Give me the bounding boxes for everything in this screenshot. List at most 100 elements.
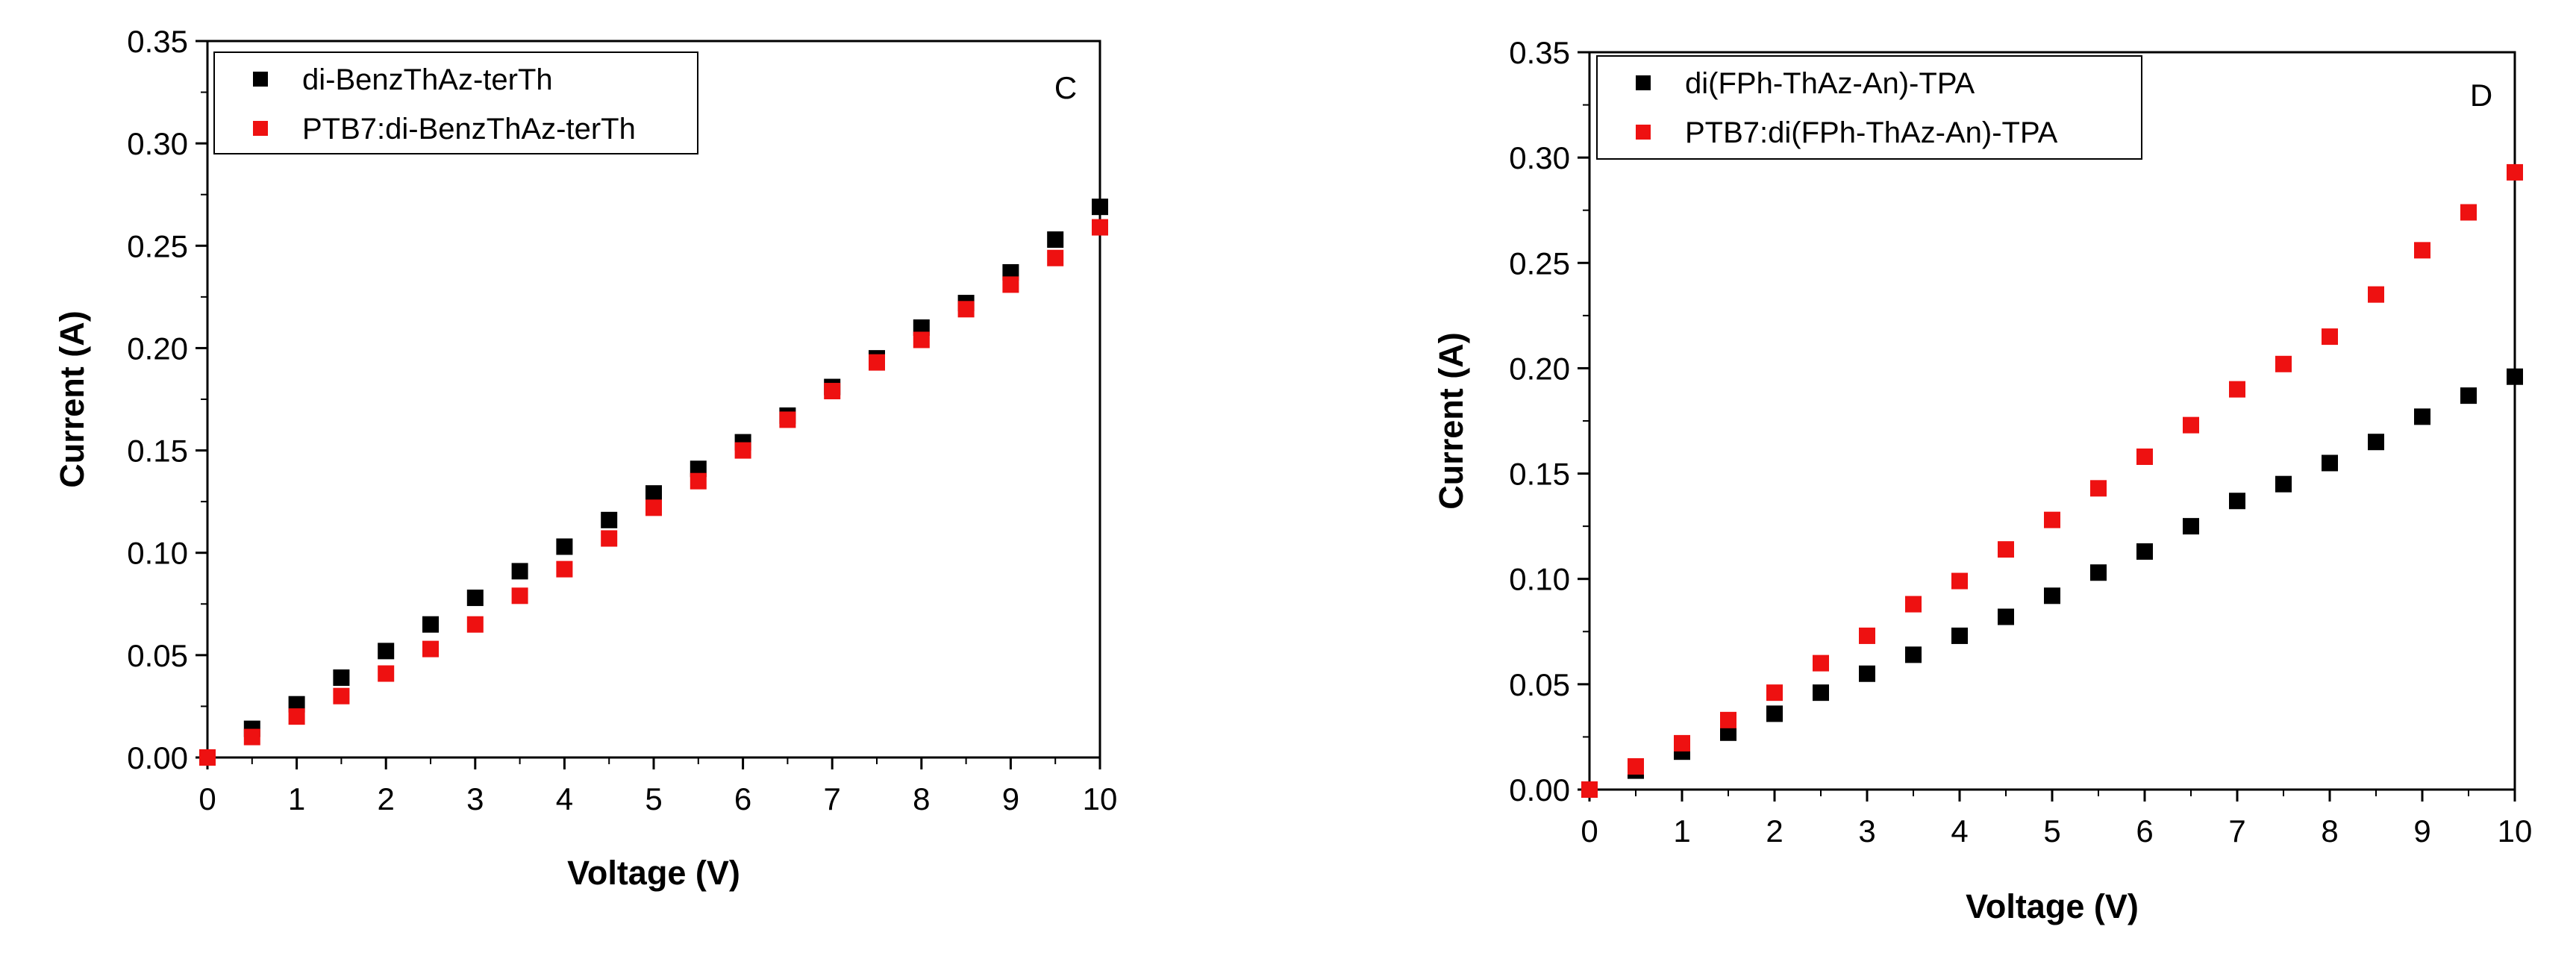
y-tick-label: 0.05 bbox=[1509, 667, 1570, 702]
y-axis: 0.00 0.05 0.10 0.15 0.20 0.25 0.30 0.35 bbox=[1509, 35, 1589, 807]
legend-marker bbox=[253, 72, 268, 87]
series-1 bbox=[1581, 163, 2523, 798]
data-point bbox=[645, 499, 662, 516]
x-tick-label: 5 bbox=[645, 781, 662, 816]
data-point bbox=[1766, 684, 1783, 702]
panel-label: D bbox=[2470, 78, 2492, 113]
y-tick-label: 0.05 bbox=[127, 638, 188, 673]
data-point bbox=[2136, 543, 2153, 560]
x-tick-label: 9 bbox=[2413, 813, 2430, 849]
data-point bbox=[2507, 368, 2523, 385]
data-point bbox=[2322, 328, 2338, 346]
data-point bbox=[378, 665, 395, 682]
data-point bbox=[1998, 608, 2014, 625]
data-point bbox=[1002, 276, 1019, 293]
data-point bbox=[1813, 654, 1829, 672]
data-point bbox=[2229, 381, 2245, 398]
data-point bbox=[466, 590, 484, 607]
data-point bbox=[1047, 231, 1064, 249]
y-tick-label: 0.35 bbox=[127, 24, 188, 59]
y-tick-label: 0.10 bbox=[127, 536, 188, 571]
data-point bbox=[1998, 541, 2014, 558]
data-point bbox=[1766, 705, 1783, 722]
y-tick-label: 0.30 bbox=[1509, 140, 1570, 175]
data-point bbox=[1951, 627, 1968, 644]
data-point bbox=[2275, 475, 2292, 493]
y-tick-label: 0.10 bbox=[1509, 562, 1570, 597]
data-point bbox=[645, 485, 662, 502]
data-point bbox=[556, 560, 573, 578]
y-axis-title: Current (A) bbox=[53, 310, 91, 487]
x-axis-title: Voltage (V) bbox=[567, 854, 740, 892]
data-point bbox=[2322, 454, 2338, 472]
data-point bbox=[734, 442, 751, 459]
data-point bbox=[1092, 219, 1108, 236]
x-tick-label: 2 bbox=[1766, 813, 1783, 849]
y-axis-title: Current (A) bbox=[1432, 332, 1470, 509]
data-point bbox=[1628, 757, 1644, 775]
data-point bbox=[690, 472, 707, 490]
x-tick-label: 8 bbox=[913, 781, 930, 816]
data-point bbox=[601, 530, 618, 547]
data-point bbox=[2044, 511, 2060, 528]
legend-label: di(FPh-ThAz-An)-TPA bbox=[1685, 67, 1975, 100]
series-0 bbox=[243, 199, 1108, 737]
data-point bbox=[824, 383, 841, 400]
data-point bbox=[1951, 572, 1968, 590]
data-point bbox=[1047, 249, 1064, 266]
x-axis: 0 1 2 3 4 5 6 7 8 9 10 bbox=[1581, 790, 2532, 849]
data-point bbox=[243, 728, 260, 746]
series-1 bbox=[199, 219, 1108, 766]
legend-label: di-BenzThAz-terTh bbox=[302, 63, 553, 96]
legend-label: PTB7:di-BenzThAz-terTh bbox=[302, 113, 636, 146]
data-point bbox=[2414, 408, 2430, 425]
x-tick-label: 0 bbox=[198, 781, 216, 816]
data-point bbox=[1905, 596, 1922, 613]
data-point bbox=[1092, 199, 1108, 216]
legend-marker bbox=[1636, 125, 1651, 140]
legend-marker bbox=[1636, 75, 1651, 90]
data-point bbox=[2275, 355, 2292, 372]
x-tick-label: 7 bbox=[824, 781, 841, 816]
legend: di-BenzThAz-terTh PTB7:di-BenzThAz-terTh bbox=[213, 51, 698, 154]
data-point bbox=[2368, 434, 2384, 451]
series-0 bbox=[1581, 368, 2523, 798]
x-axis-title: Voltage (V) bbox=[1966, 887, 2139, 925]
y-tick-label: 0.00 bbox=[127, 740, 188, 775]
data-point bbox=[2507, 163, 2523, 181]
data-point bbox=[378, 643, 395, 660]
x-tick-label: 2 bbox=[378, 781, 395, 816]
data-point bbox=[422, 616, 439, 633]
x-tick-label: 9 bbox=[1002, 781, 1019, 816]
plot-frame bbox=[1588, 51, 2516, 791]
y-tick-label: 0.15 bbox=[127, 434, 188, 469]
legend-box bbox=[1596, 55, 2142, 160]
x-tick-label: 4 bbox=[1951, 813, 1968, 849]
data-point bbox=[2183, 416, 2199, 434]
x-tick-label: 0 bbox=[1581, 813, 1598, 849]
y-tick-label: 0.30 bbox=[127, 126, 188, 161]
data-point bbox=[779, 411, 796, 428]
panel-label: C bbox=[1054, 70, 1077, 105]
y-tick-label: 0.15 bbox=[1509, 457, 1570, 492]
x-tick-label: 1 bbox=[1673, 813, 1690, 849]
legend-marker bbox=[253, 121, 268, 136]
data-point bbox=[1720, 711, 1736, 728]
data-point bbox=[2460, 387, 2477, 404]
data-point bbox=[1905, 646, 1922, 663]
data-point bbox=[511, 587, 528, 604]
x-tick-label: 3 bbox=[466, 781, 484, 816]
data-point bbox=[2136, 448, 2153, 465]
data-point bbox=[1813, 684, 1829, 702]
x-tick-label: 6 bbox=[734, 781, 751, 816]
data-point bbox=[2229, 493, 2245, 510]
x-tick-label: 1 bbox=[288, 781, 305, 816]
data-point bbox=[957, 301, 975, 318]
data-point bbox=[288, 708, 305, 725]
y-tick-label: 0.20 bbox=[127, 331, 188, 366]
x-tick-label: 10 bbox=[1083, 781, 1118, 816]
data-point bbox=[556, 538, 573, 555]
chart-panel-d: 0 1 2 3 4 5 6 7 8 9 10 0.00 0.05 0.10 0.15 0.20 0.25 0.30… bbox=[1432, 35, 2532, 925]
x-tick-label: 8 bbox=[2321, 813, 2338, 849]
